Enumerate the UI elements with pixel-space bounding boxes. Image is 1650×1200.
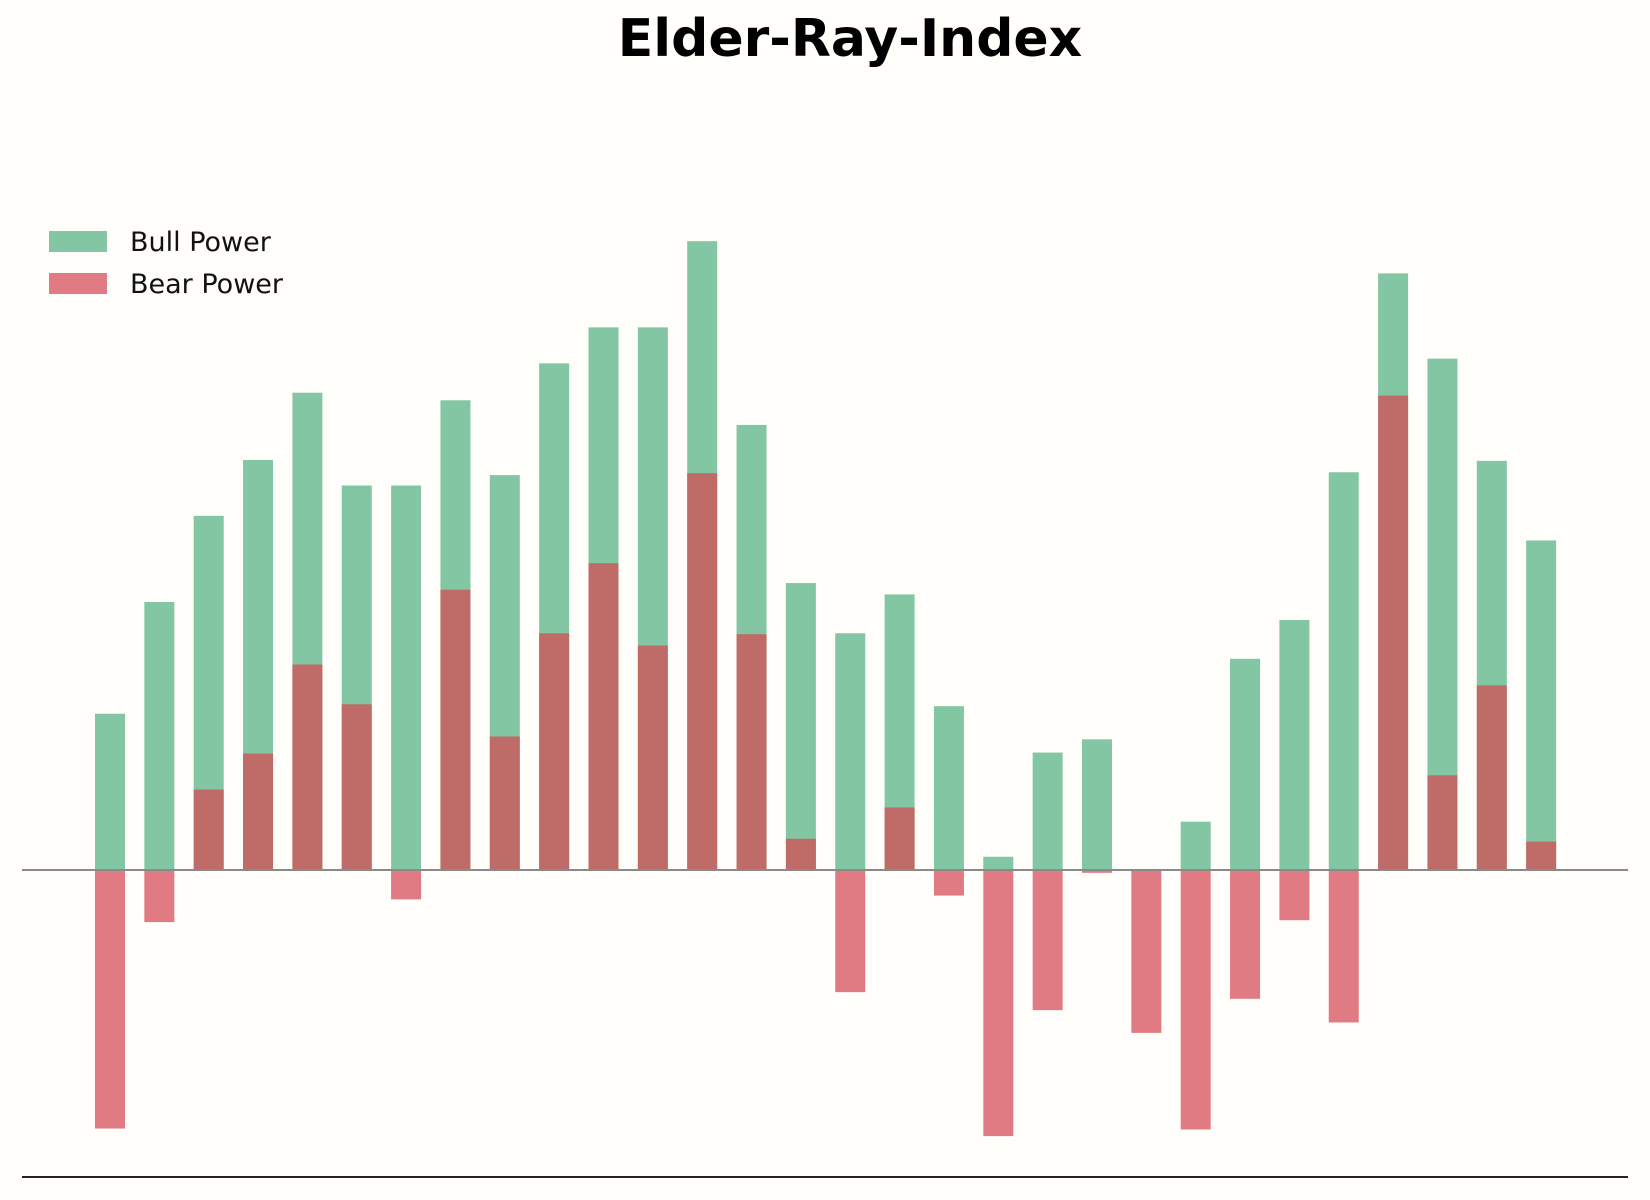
bear-power-bar — [243, 753, 274, 870]
bear-power-bar — [588, 563, 619, 870]
bear-power-bar — [1328, 870, 1359, 1023]
bear-power-bar — [1476, 685, 1507, 870]
bull-power-bar — [1032, 752, 1063, 870]
bear-power-bar — [292, 664, 323, 870]
bear-power-bar — [539, 633, 570, 870]
bull-power-bar — [1279, 619, 1310, 870]
bull-power-bar — [144, 601, 175, 870]
bear-power-bar — [785, 838, 816, 870]
bear-power-bar — [1378, 395, 1409, 870]
bear-power-bar — [193, 789, 224, 870]
bear-power-bar — [1427, 775, 1458, 870]
bull-power-bar — [933, 706, 964, 870]
bars-group — [95, 241, 1557, 1137]
bull-power-bar — [785, 583, 816, 870]
bull-power-bar — [391, 485, 422, 870]
bear-power-bar — [1279, 870, 1310, 921]
bull-power-bar — [1180, 821, 1211, 870]
bear-power-bar — [1032, 870, 1063, 1011]
bear-power-bar — [637, 645, 668, 870]
bear-power-bar — [884, 807, 915, 870]
bull-power-bar — [1230, 658, 1261, 870]
bear-power-bar — [489, 736, 520, 870]
chart-title: Elder-Ray-Index — [618, 9, 1082, 69]
legend-swatch-bear — [49, 273, 107, 294]
bull-power-bar — [1082, 739, 1112, 870]
bear-power-bar — [95, 870, 125, 1129]
bear-power-bar — [835, 870, 866, 993]
bull-power-bar — [1328, 472, 1359, 870]
bear-power-bar — [1131, 870, 1162, 1033]
bull-power-bar — [1526, 540, 1557, 870]
legend: Bull Power Bear Power — [49, 227, 284, 300]
bear-power-bar — [687, 473, 718, 870]
bear-power-bar — [1180, 870, 1211, 1130]
bear-power-bar — [1230, 870, 1261, 999]
bear-power-bar — [391, 870, 422, 900]
legend-label-bear: Bear Power — [130, 269, 284, 300]
bear-power-bar — [144, 870, 175, 923]
bear-power-bar — [933, 870, 964, 896]
bear-power-bar — [983, 870, 1014, 1137]
bull-power-bar — [983, 856, 1014, 870]
bull-power-bar — [835, 633, 866, 870]
bear-power-bar — [1526, 841, 1557, 870]
bear-power-bar — [1082, 870, 1112, 873]
bear-power-bar — [736, 634, 767, 870]
legend-swatch-bull — [49, 231, 107, 252]
bear-power-bar — [341, 704, 372, 870]
bear-power-bar — [440, 589, 471, 870]
legend-label-bull: Bull Power — [130, 227, 272, 258]
bull-power-bar — [95, 713, 125, 870]
